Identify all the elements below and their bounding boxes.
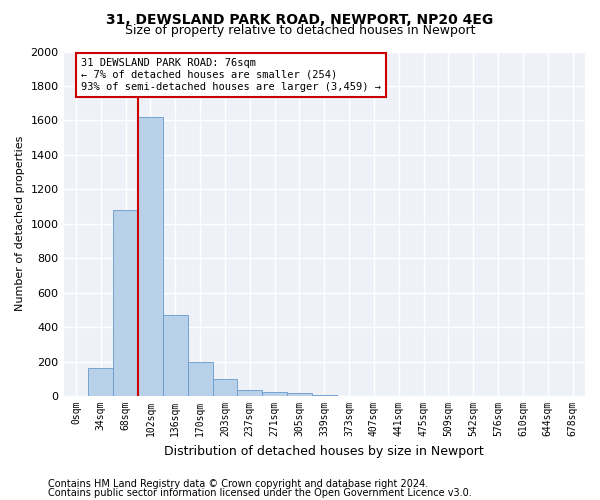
X-axis label: Distribution of detached houses by size in Newport: Distribution of detached houses by size …	[164, 444, 484, 458]
Bar	[163, 315, 188, 396]
Text: 31, DEWSLAND PARK ROAD, NEWPORT, NP20 4EG: 31, DEWSLAND PARK ROAD, NEWPORT, NP20 4E…	[106, 12, 494, 26]
Bar	[212, 379, 238, 396]
Y-axis label: Number of detached properties: Number of detached properties	[15, 136, 25, 312]
Text: Contains public sector information licensed under the Open Government Licence v3: Contains public sector information licen…	[48, 488, 472, 498]
Bar	[138, 117, 163, 396]
Text: Contains HM Land Registry data © Crown copyright and database right 2024.: Contains HM Land Registry data © Crown c…	[48, 479, 428, 489]
Text: Size of property relative to detached houses in Newport: Size of property relative to detached ho…	[125, 24, 475, 37]
Bar	[88, 368, 113, 396]
Bar	[113, 210, 138, 396]
Bar	[188, 362, 212, 396]
Bar	[262, 392, 287, 396]
Bar	[238, 390, 262, 396]
Bar	[287, 394, 312, 396]
Bar	[312, 395, 337, 396]
Text: 31 DEWSLAND PARK ROAD: 76sqm
← 7% of detached houses are smaller (254)
93% of se: 31 DEWSLAND PARK ROAD: 76sqm ← 7% of det…	[81, 58, 381, 92]
